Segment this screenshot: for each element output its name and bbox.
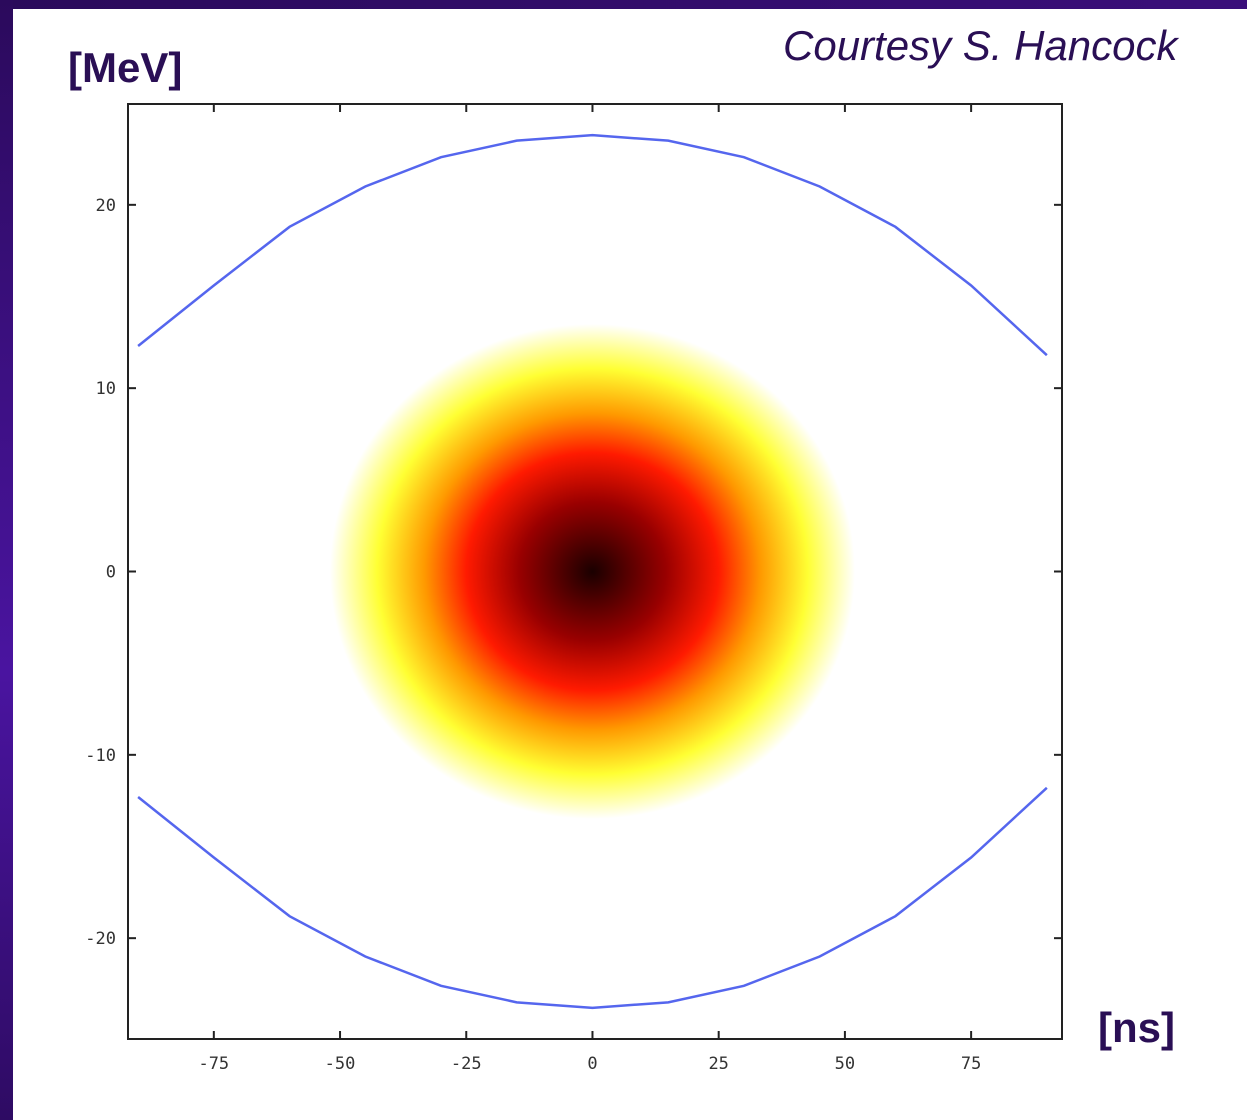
y-axis-unit-label: [MeV] [68,44,183,91]
x-tick-label: 50 [835,1054,855,1074]
x-axis-unit-label: [ns] [1098,1004,1175,1051]
slide-frame-top [0,0,1247,9]
y-tick-label: 0 [106,563,116,583]
tick-layer [128,104,1062,1039]
x-tick-label: -75 [198,1054,229,1074]
separatrix-layer [137,133,1048,1010]
y-tick-label: 20 [96,196,116,216]
x-tick-label: -50 [325,1054,356,1074]
separatrix-lower-curve [137,786,1048,1010]
x-tick-label: 0 [587,1054,597,1074]
tick-label-layer: -75 -50 -25 0 25 50 75 20 10 0 -10 -20 [85,196,981,1074]
x-tick-label: 75 [961,1054,981,1074]
y-tick-label: -10 [85,746,116,766]
credit-text: Courtesy S. Hancock [783,22,1178,69]
x-tick-label: 25 [708,1054,728,1074]
y-tick-label: 10 [96,379,116,399]
density-layer [329,324,856,819]
y-tick-label: -20 [85,929,116,949]
slide-frame-left [0,0,13,1120]
separatrix-upper-curve [137,133,1048,357]
beam-density-distribution [329,324,856,819]
x-tick-label: -25 [451,1054,482,1074]
